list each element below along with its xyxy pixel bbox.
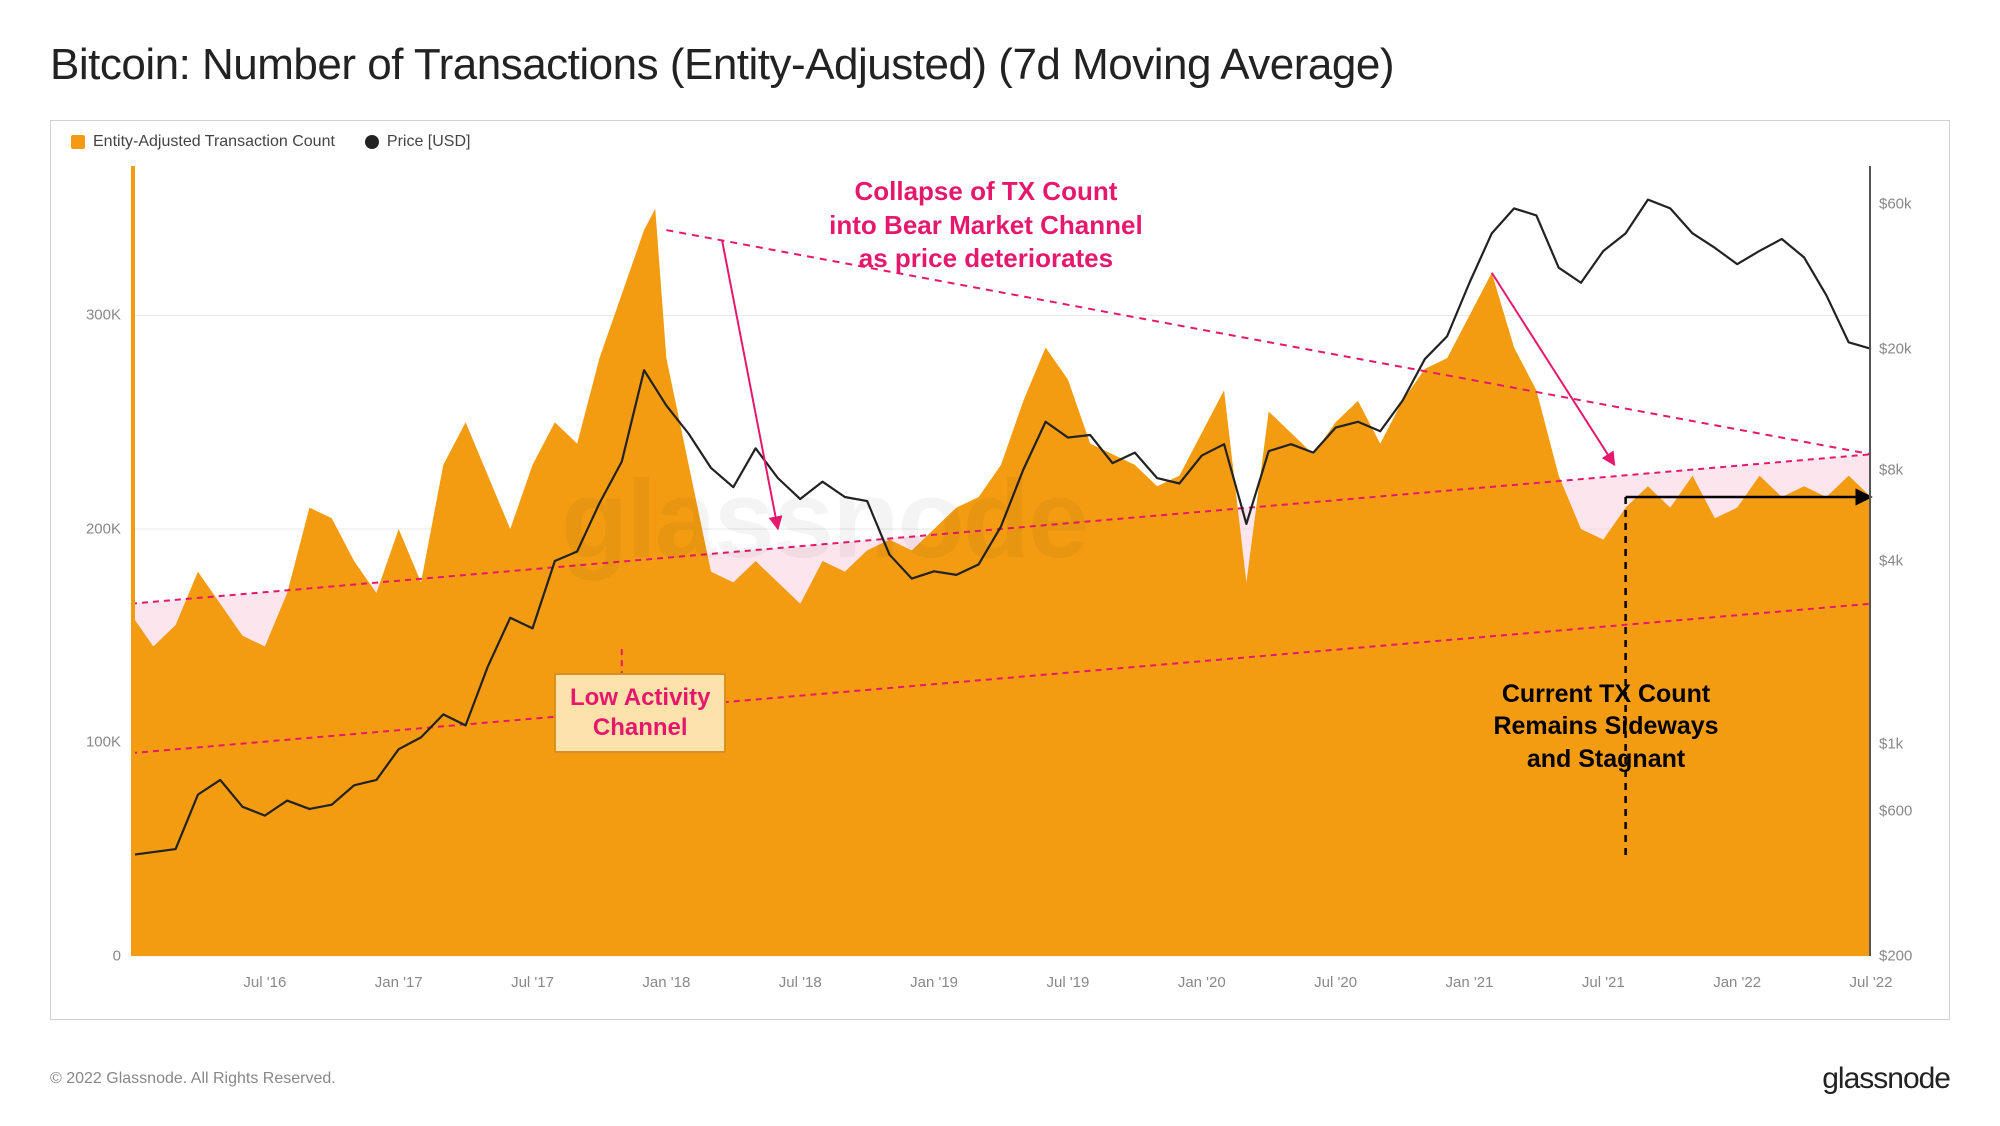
- chart-container: Bitcoin: Number of Transactions (Entity-…: [0, 0, 2000, 1126]
- chart-title: Bitcoin: Number of Transactions (Entity-…: [50, 40, 1950, 90]
- legend-item-price: Price [USD]: [365, 133, 471, 151]
- plot-svg: [131, 166, 1871, 956]
- annotation-low-activity-box: Low ActivityChannel: [554, 673, 726, 753]
- legend-item-tx: Entity-Adjusted Transaction Count: [71, 133, 335, 151]
- copyright: © 2022 Glassnode. All Rights Reserved.: [50, 1070, 336, 1088]
- legend-label-price: Price [USD]: [387, 133, 471, 151]
- legend-swatch-tx: [71, 135, 85, 149]
- chart-frame: Entity-Adjusted Transaction Count Price …: [50, 120, 1950, 1020]
- annotation-collapse: Collapse of TX Countinto Bear Market Cha…: [829, 175, 1143, 276]
- legend-label-tx: Entity-Adjusted Transaction Count: [93, 133, 335, 151]
- legend-swatch-price: [365, 135, 379, 149]
- plot-area: glassnode: [131, 166, 1871, 956]
- x-axis: Jul '16Jan '17Jul '17Jan '18Jul '18Jan '…: [131, 974, 1871, 1004]
- annotation-current: Current TX CountRemains Sidewaysand Stag…: [1493, 678, 1718, 776]
- y-axis-right: $200$600$1k$4k$8k$20k$60k: [1879, 166, 1939, 956]
- legend: Entity-Adjusted Transaction Count Price …: [71, 133, 470, 151]
- brand-logo: glassnode: [1822, 1062, 1950, 1096]
- footer: © 2022 Glassnode. All Rights Reserved. g…: [50, 1062, 1950, 1096]
- y-axis-left: 0100K200K300K: [61, 166, 121, 956]
